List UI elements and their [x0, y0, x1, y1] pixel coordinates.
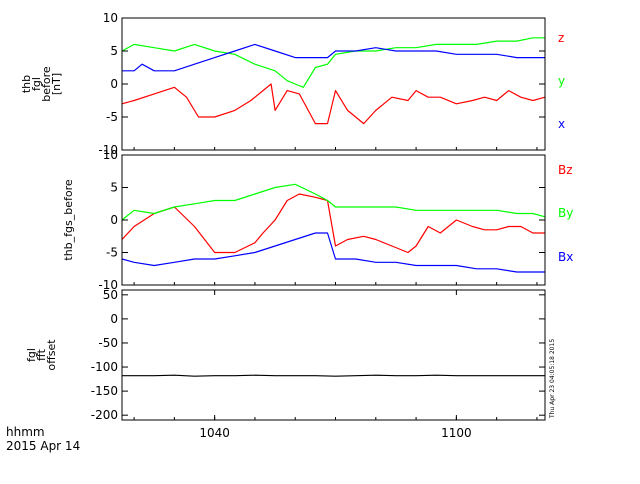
y-tick-label: -50 — [98, 336, 118, 350]
time-format-label: hhmm — [6, 425, 45, 439]
series-line-offset — [122, 374, 545, 377]
y-axis-label: fft — [35, 348, 48, 361]
legend-z: z — [558, 31, 564, 45]
series-line-z — [121, 83, 546, 125]
date-label: 2015 Apr 14 — [6, 439, 80, 453]
series-line-Bz — [121, 193, 545, 254]
series-line-By — [121, 183, 546, 221]
legend-By: By — [558, 206, 573, 220]
panel-frame — [121, 289, 546, 421]
x-tick-label: 1100 — [441, 426, 472, 440]
y-tick-label: 0 — [110, 77, 118, 91]
y-axis-label: offset — [45, 339, 58, 371]
y-axis-label: thb — [20, 75, 33, 93]
y-tick-label: -100 — [91, 360, 118, 374]
legend-y: y — [558, 74, 565, 88]
series-line-x — [122, 43, 545, 72]
y-axis-label: fgl — [30, 77, 43, 91]
series-line-y — [121, 37, 545, 88]
y-tick-label: -10 — [98, 143, 118, 157]
timestamp-stamp: Thu Apr 23 04:05:18 2015 — [549, 339, 556, 419]
y-tick-label: -10 — [98, 278, 118, 292]
y-tick-label: -150 — [91, 384, 118, 398]
y-axis-label: [nT] — [50, 73, 63, 95]
y-tick-label: -200 — [91, 408, 118, 422]
series-line-Bx — [121, 232, 545, 273]
panel-2: Bz By Bx 10 5 0 -5 -10 thb_fgs_before — [62, 148, 573, 292]
y-tick-label: 0 — [110, 213, 118, 227]
y-axis-label: thb_fgs_before — [62, 179, 75, 260]
y-tick-label: 10 — [103, 148, 118, 162]
x-tick-label: 1040 — [199, 426, 230, 440]
y-tick-label: 0 — [110, 312, 118, 326]
y-axis-label: fgl — [25, 348, 38, 362]
y-tick-label: -5 — [106, 246, 118, 260]
legend-x: x — [558, 117, 565, 131]
y-tick-label: 50 — [103, 288, 118, 302]
y-tick-label: 10 — [103, 11, 118, 25]
y-tick-label: 5 — [110, 44, 118, 58]
panels: zyx1050-5-10thbfglbefore[nT]BzByBx1050-5… — [20, 11, 573, 440]
legend-Bz: Bz — [558, 163, 573, 177]
y-tick-label: 5 — [110, 181, 118, 195]
y-axis-label: before — [40, 66, 53, 102]
y-tick-label: -5 — [106, 110, 118, 124]
legend-Bx: Bx — [558, 250, 573, 264]
